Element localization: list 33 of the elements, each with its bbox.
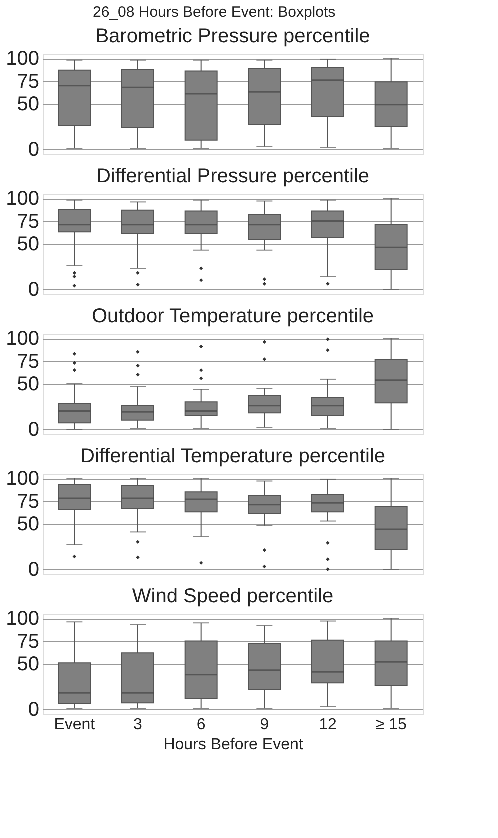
x-tick-label: 6 — [196, 716, 206, 734]
chart-title: Differential Pressure percentile — [96, 166, 370, 188]
chart-title: Wind Speed percentile — [132, 586, 334, 608]
y-tick-label: 0 — [28, 698, 40, 721]
x-tick-label: 3 — [134, 716, 143, 734]
y-tick-label: 50 — [17, 374, 40, 396]
x-tick-label: ≥ 15 — [376, 716, 407, 734]
y-tick-label: 50 — [17, 514, 40, 536]
y-tick-label: 50 — [17, 234, 40, 256]
y-tick-label: 100 — [6, 188, 40, 210]
y-tick-label: 0 — [28, 558, 40, 581]
y-tick-label: 100 — [6, 608, 40, 630]
y-tick-label: 0 — [28, 138, 40, 161]
x-tick-label: 12 — [319, 716, 337, 734]
y-tick-label: 100 — [6, 468, 40, 490]
y-tick-label: 100 — [6, 48, 40, 70]
y-tick-label: 75 — [17, 350, 40, 373]
y-tick-label: 0 — [28, 418, 40, 441]
y-tick-label: 75 — [17, 630, 40, 653]
y-tick-label: 0 — [28, 278, 40, 301]
y-tick-label: 75 — [17, 490, 40, 513]
y-tick-label: 50 — [17, 94, 40, 116]
y-tick-label: 75 — [17, 70, 40, 93]
chart-title: Differential Temperature percentile — [80, 446, 386, 468]
y-tick-label: 50 — [17, 654, 40, 676]
x-axis-title: Hours Before Event — [164, 736, 304, 754]
chart-subtitle: Barometric Pressure percentile — [96, 26, 370, 48]
chart-title: 26_08 Hours Before Event: Boxplots — [92, 4, 336, 22]
x-tick-label: Event — [54, 716, 96, 734]
y-tick-label: 75 — [17, 210, 40, 233]
y-tick-label: 100 — [6, 328, 40, 350]
chart-title: Outdoor Temperature percentile — [92, 306, 374, 328]
x-tick-label: 9 — [260, 716, 270, 734]
